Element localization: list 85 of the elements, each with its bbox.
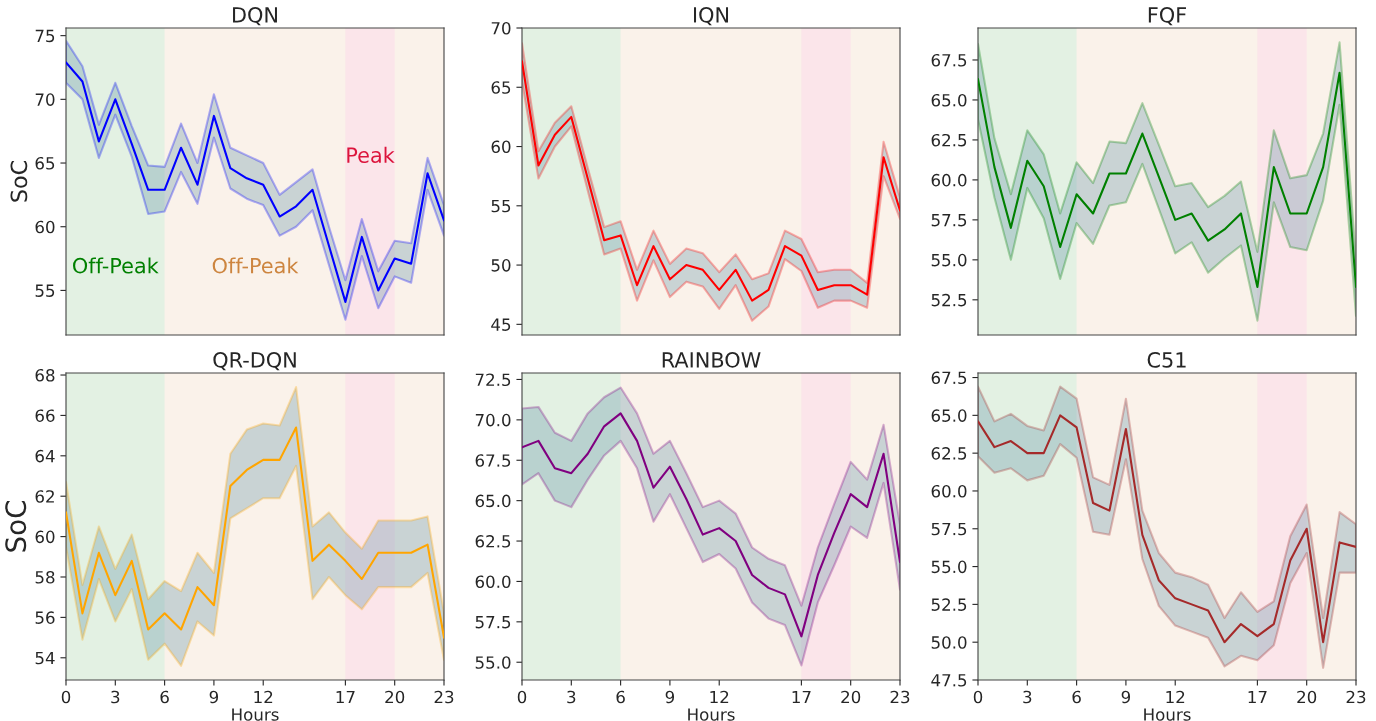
line-series [66,426,444,639]
x-tick-label: 23 [434,690,454,704]
y-tick-label: 55.0 [475,656,511,669]
y-tick-label: 65.0 [931,409,967,422]
x-axis-title: Hours [232,708,279,721]
line-series [978,414,1356,644]
y-tick-label: 62.5 [931,133,967,147]
y-tick-label: 62 [35,490,54,503]
x-tick-label: 23 [1346,690,1366,704]
y-tick-label: 66 [35,409,55,422]
y-tick-label: 72.5 [475,373,511,387]
x-tick-label: 20 [1297,690,1317,704]
y-tick-label: 65 [491,81,511,94]
x-tick-label: 9 [665,690,675,704]
x-tick-label: 23 [890,690,910,704]
x-tick-label: 0 [517,690,527,704]
y-tick-label: 52.5 [931,598,967,611]
y-tick-label: 55.0 [931,253,967,267]
chart-title: DQN [233,6,277,26]
y-tick-label: 56 [35,611,55,624]
y-tick-label: 65 [35,156,55,170]
x-axis-title: Hours [1144,708,1191,721]
chart-title: IQN [693,6,729,26]
chart-title: RAINBOW [662,351,761,368]
y-tick-label: 55.0 [931,560,967,574]
x-tick-label: 0 [61,690,71,704]
x-tick-label: 6 [616,690,625,704]
y-tick-label: 45 [491,318,511,331]
x-tick-label: 6 [1072,690,1081,704]
x-tick-label: 12 [254,690,273,704]
y-tick-label: 52.5 [931,293,967,307]
x-axis-title: Hours [688,708,735,721]
band-label: Peak [347,146,395,163]
band-label: Off-Peak [73,257,159,274]
x-tick-label: 9 [1121,690,1131,704]
y-tick-label: 55 [35,284,55,297]
x-tick-label: 17 [792,690,811,704]
y-tick-label: 60 [35,530,55,544]
y-tick-label: 60 [491,140,511,154]
x-tick-label: 3 [1023,690,1032,704]
x-tick-label: 3 [567,690,576,704]
x-tick-label: 20 [385,690,405,704]
y-tick-label: 70.0 [475,413,511,427]
y-tick-label: 67.5 [931,371,967,385]
x-tick-label: 0 [973,690,983,704]
y-tick-label: 60.0 [931,484,967,498]
y-tick-label: 67.5 [931,53,967,67]
y-tick-label: 57.5 [931,522,967,536]
y-tick-label: 65.0 [931,93,967,107]
y-tick-label: 58 [35,570,55,584]
y-tick-label: 54 [35,651,55,665]
y-tick-label: 67.5 [475,454,511,467]
y-tick-label: 60 [35,220,55,234]
chart-title: C51 [1147,351,1186,368]
y-tick-label: 57.5 [931,214,967,227]
y-tick-label: 60.0 [931,173,967,187]
y-tick-label: 64 [35,449,55,463]
x-tick-label: 9 [209,690,219,704]
y-tick-label: 55 [491,199,511,213]
x-tick-label: 12 [710,690,729,704]
y-tick-label: 60.0 [475,575,511,589]
y-tick-label: 62.5 [931,447,967,460]
y-axis-title: SoC [5,501,27,552]
line-series [522,412,900,638]
y-axis-title: SoC [10,161,28,202]
x-tick-label: 17 [1248,690,1267,704]
x-tick-label: 17 [336,690,355,704]
y-tick-label: 70 [491,21,511,35]
x-tick-label: 3 [111,690,120,704]
line-series [978,71,1356,289]
x-tick-label: 20 [841,690,861,704]
y-tick-label: 47.5 [931,674,967,687]
band-label: Off-Peak [212,257,299,274]
y-tick-label: 57.5 [475,616,511,629]
x-tick-label: 12 [1166,690,1185,704]
x-tick-label: 6 [160,690,169,704]
chart-title: FQF [1148,6,1186,26]
y-tick-label: 65.0 [475,494,511,508]
y-tick-label: 50.0 [931,636,967,649]
chart-title: QR-DQN [213,351,296,371]
y-tick-label: 68 [35,368,55,382]
y-tick-label: 50 [491,259,511,272]
y-tick-label: 75 [35,29,55,43]
y-tick-label: 62.5 [475,535,511,548]
y-tick-label: 70 [35,93,55,106]
